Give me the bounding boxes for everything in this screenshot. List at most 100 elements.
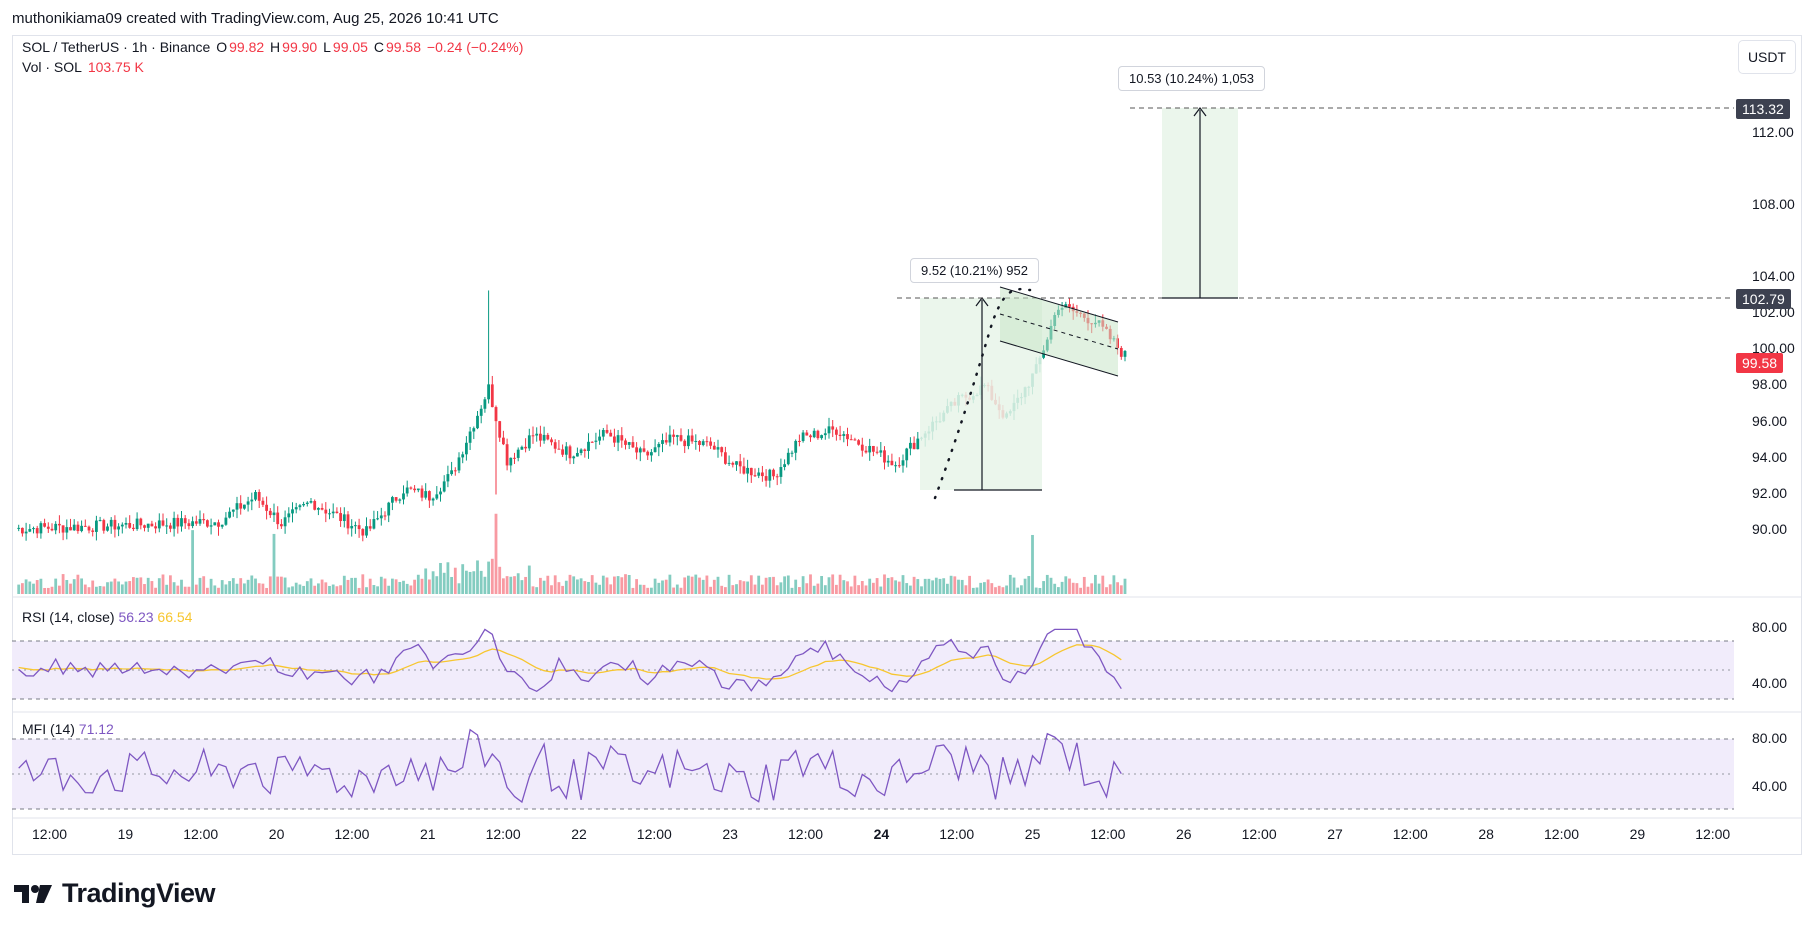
candle-body — [357, 525, 361, 530]
volume-bar — [498, 566, 502, 594]
volume-bar — [931, 580, 934, 594]
candle-body — [646, 451, 650, 456]
volume-bar — [516, 573, 520, 594]
candle-body — [705, 441, 709, 443]
time-tick: 12:00 — [1392, 826, 1428, 842]
candle-body — [550, 439, 553, 443]
measure-label-1[interactable]: 9.52 (10.21%) 952 — [910, 258, 1039, 283]
volume-bar — [968, 575, 971, 594]
volume-bar — [1105, 587, 1108, 594]
candle-body — [794, 440, 798, 453]
symbol-legend[interactable]: SOL / TetherUS · 1h · Binance O 99.82 H 99… — [22, 39, 525, 55]
candle-body — [61, 525, 65, 533]
candle-body — [1123, 351, 1127, 357]
volume-bar — [683, 577, 687, 594]
candle-body — [479, 408, 483, 416]
volume-bar — [997, 585, 1001, 594]
currency-button[interactable]: USDT — [1738, 40, 1796, 74]
time-tick: 25 — [1024, 826, 1041, 842]
candle-body — [524, 446, 527, 449]
volume-bar — [635, 579, 638, 594]
volume-bar — [994, 587, 997, 594]
candle-body — [461, 454, 465, 458]
time-tick: 12:00 — [1695, 826, 1731, 842]
volume-bar — [342, 575, 346, 594]
volume-bar — [609, 584, 613, 594]
candle-body — [383, 515, 387, 517]
rsi-tick-80: 80.00 — [1752, 619, 1788, 635]
volume-bar — [1057, 587, 1060, 594]
volume-bar — [753, 584, 757, 594]
candle-body — [191, 521, 194, 527]
candle-body — [764, 476, 768, 481]
volume-bar — [868, 578, 872, 594]
time-tick: 12:00 — [788, 826, 824, 842]
volume-bar — [87, 587, 91, 594]
price-tick: 94.00 — [1752, 448, 1788, 465]
candle-body — [235, 503, 239, 510]
volume-bar — [1038, 587, 1042, 594]
rsi-legend[interactable]: RSI (14, close) 56.23 66.54 — [22, 609, 192, 625]
candle-body — [146, 523, 150, 528]
candle-body — [627, 442, 631, 445]
candle-body — [465, 442, 468, 455]
volume-bar — [971, 587, 975, 594]
volume-bar — [435, 576, 439, 594]
candle-body — [753, 475, 757, 477]
volume-bar — [17, 584, 21, 594]
tradingview-logo[interactable]: TradingView — [14, 878, 216, 909]
candle-body — [749, 467, 753, 476]
volume-bar — [180, 579, 183, 594]
time-tick: 27 — [1327, 826, 1343, 842]
candle-body — [387, 502, 391, 516]
candle-body — [457, 457, 461, 471]
volume-legend[interactable]: Vol · SOL 103.75 K — [22, 59, 146, 75]
volume-bar — [1034, 587, 1038, 594]
time-tick: 12:00 — [334, 826, 370, 842]
candle-body — [35, 528, 39, 534]
mfi-legend[interactable]: MFI (14) 71.12 — [22, 721, 114, 737]
mfi-value: 71.12 — [78, 721, 114, 737]
volume-bar — [265, 587, 268, 594]
candle-body — [21, 527, 24, 534]
candle-body — [446, 474, 450, 482]
candle-body — [1068, 304, 1071, 307]
candle-body — [735, 461, 738, 465]
candle-body — [798, 440, 801, 442]
volume-bar — [761, 584, 764, 594]
candle-body — [54, 523, 58, 531]
volume-bar — [916, 579, 920, 594]
volume-bar — [768, 577, 772, 594]
volume-bar — [661, 580, 664, 594]
volume-bar — [291, 586, 294, 594]
candle-body — [276, 512, 280, 525]
volume-bar — [346, 579, 350, 594]
volume-bar — [724, 587, 727, 594]
volume-bar — [513, 576, 516, 594]
candle-body — [872, 445, 875, 452]
candle-body — [169, 525, 172, 529]
candle-body — [95, 520, 98, 532]
volume-bar — [653, 578, 657, 594]
volume-bar — [1071, 582, 1075, 594]
candle-body — [202, 519, 206, 521]
volume-bar — [302, 585, 305, 594]
volume-bar — [960, 579, 964, 594]
volume-bar — [294, 582, 298, 594]
volume-bar — [324, 582, 328, 594]
candle-body — [17, 527, 21, 529]
volume-bar — [657, 582, 661, 594]
candle-body — [298, 505, 302, 508]
candle-body — [868, 445, 872, 453]
volume-bar — [613, 576, 616, 594]
candle-body — [613, 436, 616, 443]
candle-body — [224, 517, 228, 525]
volume-bar — [650, 587, 653, 594]
candle-body — [176, 517, 180, 527]
volume-bar — [598, 584, 601, 594]
measure-label-2[interactable]: 10.53 (10.24%) 1,053 — [1118, 66, 1266, 91]
volume-bar — [206, 587, 209, 594]
volume-bar — [39, 578, 43, 594]
volume-bar — [372, 585, 376, 594]
